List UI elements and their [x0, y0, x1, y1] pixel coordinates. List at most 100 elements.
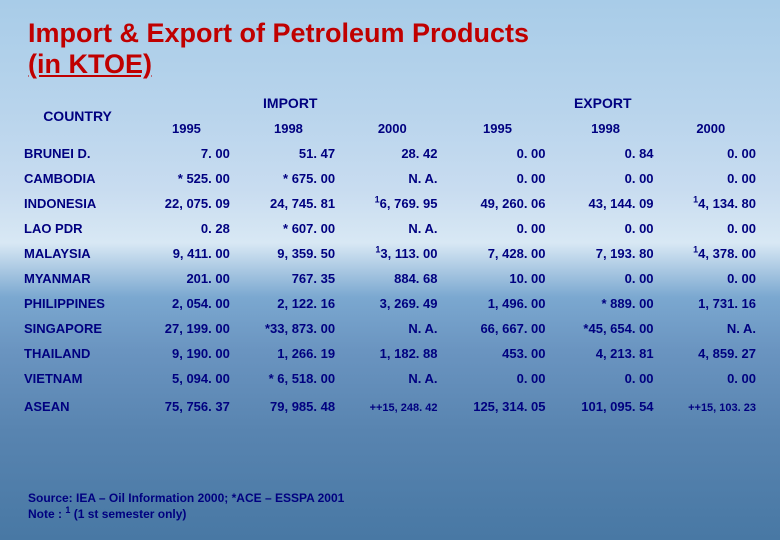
export-cell: 0. 00 — [660, 366, 762, 391]
import-cell: 75, 756. 37 — [137, 391, 236, 419]
import-cell: 13, 113. 00 — [341, 241, 443, 266]
export-cell: 0. 84 — [552, 141, 660, 166]
import-cell: * 675. 00 — [236, 166, 341, 191]
footer-note: Note : 1 (1 st semester only) — [28, 506, 344, 522]
export-cell: 4, 859. 27 — [660, 341, 762, 366]
export-cell: 0. 00 — [552, 166, 660, 191]
table-row: MYANMAR201. 00767. 35884. 6810. 000. 000… — [18, 266, 762, 291]
table-row: THAILAND9, 190. 001, 266. 191, 182. 8845… — [18, 341, 762, 366]
import-cell: 24, 745. 81 — [236, 191, 341, 216]
year-export-2: 2000 — [660, 116, 762, 141]
country-cell: INDONESIA — [18, 191, 137, 216]
export-cell: 66, 667. 00 — [443, 316, 551, 341]
import-cell: 767. 35 — [236, 266, 341, 291]
export-cell: 0. 00 — [443, 141, 551, 166]
export-cell: ++15, 103. 23 — [660, 391, 762, 419]
export-cell: 1, 496. 00 — [443, 291, 551, 316]
import-cell: * 525. 00 — [137, 166, 236, 191]
import-cell: 1, 266. 19 — [236, 341, 341, 366]
table-row: MALAYSIA9, 411. 009, 359. 5013, 113. 007… — [18, 241, 762, 266]
year-import-1: 1998 — [236, 116, 341, 141]
header-import: IMPORT — [137, 90, 443, 116]
export-cell: 0. 00 — [552, 366, 660, 391]
table-row: PHILIPPINES2, 054. 002, 122. 163, 269. 4… — [18, 291, 762, 316]
import-cell: 7. 00 — [137, 141, 236, 166]
country-cell: THAILAND — [18, 341, 137, 366]
export-cell: 7, 193. 80 — [552, 241, 660, 266]
import-cell: 2, 122. 16 — [236, 291, 341, 316]
export-cell: 0. 00 — [660, 166, 762, 191]
import-cell: * 607. 00 — [236, 216, 341, 241]
title-line-1: Import & Export of Petroleum Products — [28, 18, 529, 48]
country-cell: LAO PDR — [18, 216, 137, 241]
header-export: EXPORT — [443, 90, 762, 116]
export-cell: 0. 00 — [443, 166, 551, 191]
import-cell: ++15, 248. 42 — [341, 391, 443, 419]
country-cell: MALAYSIA — [18, 241, 137, 266]
export-cell: 101, 095. 54 — [552, 391, 660, 419]
import-cell: 5, 094. 00 — [137, 366, 236, 391]
country-cell: SINGAPORE — [18, 316, 137, 341]
export-cell: 1, 731. 16 — [660, 291, 762, 316]
table-row: INDONESIA22, 075. 0924, 745. 8116, 769. … — [18, 191, 762, 216]
export-cell: 14, 378. 00 — [660, 241, 762, 266]
footer-notes: Source: IEA – Oil Information 2000; *ACE… — [28, 490, 344, 522]
export-cell: 0. 00 — [443, 366, 551, 391]
import-cell: N. A. — [341, 216, 443, 241]
export-cell: 10. 00 — [443, 266, 551, 291]
export-cell: 0. 00 — [552, 216, 660, 241]
data-table-container: COUNTRY IMPORT EXPORT 1995 1998 2000 199… — [0, 84, 780, 419]
export-cell: 43, 144. 09 — [552, 191, 660, 216]
import-cell: 9, 411. 00 — [137, 241, 236, 266]
import-cell: 16, 769. 95 — [341, 191, 443, 216]
import-cell: 201. 00 — [137, 266, 236, 291]
country-cell: PHILIPPINES — [18, 291, 137, 316]
import-cell: 0. 28 — [137, 216, 236, 241]
year-import-0: 1995 — [137, 116, 236, 141]
import-cell: *33, 873. 00 — [236, 316, 341, 341]
import-cell: 79, 985. 48 — [236, 391, 341, 419]
table-row: SINGAPORE27, 199. 00*33, 873. 00N. A.66,… — [18, 316, 762, 341]
data-table: COUNTRY IMPORT EXPORT 1995 1998 2000 199… — [18, 90, 762, 419]
export-cell: 0. 00 — [660, 266, 762, 291]
footer-source: Source: IEA – Oil Information 2000; *ACE… — [28, 490, 344, 506]
export-cell: 14, 134. 80 — [660, 191, 762, 216]
export-cell: 125, 314. 05 — [443, 391, 551, 419]
export-cell: 0. 00 — [552, 266, 660, 291]
export-cell: 453. 00 — [443, 341, 551, 366]
country-cell: CAMBODIA — [18, 166, 137, 191]
year-export-0: 1995 — [443, 116, 551, 141]
year-export-1: 1998 — [552, 116, 660, 141]
title-line-2: (in KTOE) — [28, 49, 152, 79]
export-cell: *45, 654. 00 — [552, 316, 660, 341]
import-cell: 22, 075. 09 — [137, 191, 236, 216]
import-cell: N. A. — [341, 166, 443, 191]
import-cell: 9, 190. 00 — [137, 341, 236, 366]
table-row: LAO PDR0. 28* 607. 00N. A.0. 000. 000. 0… — [18, 216, 762, 241]
import-cell: N. A. — [341, 316, 443, 341]
country-cell: VIETNAM — [18, 366, 137, 391]
export-cell: 0. 00 — [443, 216, 551, 241]
export-cell: * 889. 00 — [552, 291, 660, 316]
export-cell: 4, 213. 81 — [552, 341, 660, 366]
export-cell: 7, 428. 00 — [443, 241, 551, 266]
export-cell: 0. 00 — [660, 216, 762, 241]
import-cell: N. A. — [341, 366, 443, 391]
import-cell: 28. 42 — [341, 141, 443, 166]
import-cell: 884. 68 — [341, 266, 443, 291]
year-import-2: 2000 — [341, 116, 443, 141]
import-cell: 2, 054. 00 — [137, 291, 236, 316]
import-cell: 51. 47 — [236, 141, 341, 166]
export-cell: N. A. — [660, 316, 762, 341]
import-cell: 27, 199. 00 — [137, 316, 236, 341]
import-cell: 9, 359. 50 — [236, 241, 341, 266]
table-row: VIETNAM5, 094. 00* 6, 518. 00N. A.0. 000… — [18, 366, 762, 391]
header-country: COUNTRY — [18, 90, 137, 141]
table-total-row: ASEAN75, 756. 3779, 985. 48++15, 248. 42… — [18, 391, 762, 419]
country-cell: BRUNEI D. — [18, 141, 137, 166]
import-cell: 3, 269. 49 — [341, 291, 443, 316]
table-row: BRUNEI D.7. 0051. 4728. 420. 000. 840. 0… — [18, 141, 762, 166]
table-row: CAMBODIA* 525. 00* 675. 00N. A.0. 000. 0… — [18, 166, 762, 191]
import-cell: 1, 182. 88 — [341, 341, 443, 366]
export-cell: 0. 00 — [660, 141, 762, 166]
